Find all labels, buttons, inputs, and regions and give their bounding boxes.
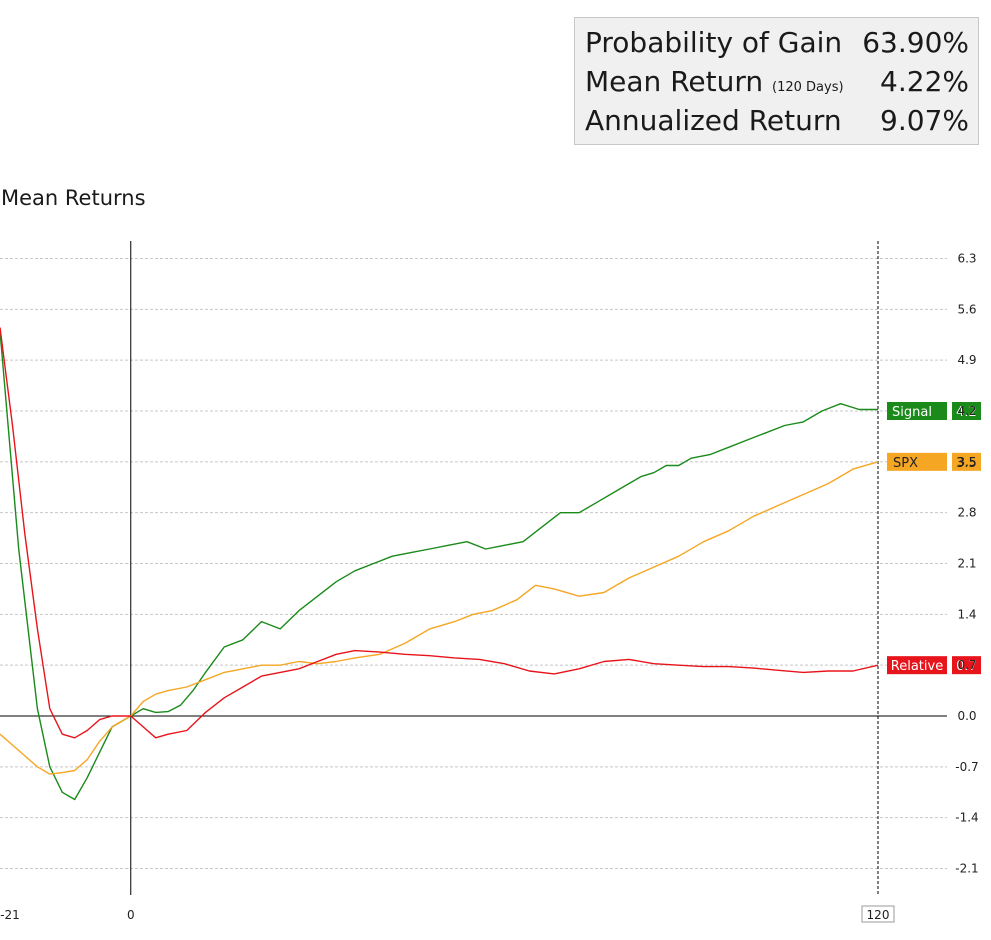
y-tick-label: 1.4 [957,607,976,621]
series-value-label: 0.7 [956,659,977,674]
y-tick-label: -2.1 [955,862,978,876]
series-value-label: 4.2 [956,405,977,420]
series-tag-relative [887,656,947,675]
y-tick-label: 3.5 [957,455,976,469]
x-tick-label: 120 [867,908,890,922]
series-layer [0,327,879,801]
series-tag-signal [887,402,947,420]
tag-layer: Signal 4.2 SPX 3.5 Relative 0.7 [887,402,981,675]
series-tag-spx [887,452,947,471]
stat-value: 63.90% [862,26,969,59]
chart-title: Mean Returns [1,186,146,210]
y-tick-label: 2.8 [957,506,976,520]
y-tick-label: 0.0 [957,709,976,723]
stat-value: 9.07% [880,104,969,137]
y-tick-label: 4.2 [957,404,976,418]
stat-label: Mean Return (120 Days) [585,62,844,108]
series-line-relative [0,327,879,739]
series-value-label: 3.5 [956,456,977,471]
stat-value: 4.22% [880,65,969,98]
x-tick-box [861,905,895,923]
stat-mean-return: Mean Return (120 Days) 4.22% [585,62,969,102]
stat-label-text: Probability of Gain [585,26,843,59]
stat-label: Probability of Gain [585,23,842,63]
axis-layer [0,241,947,895]
series-tag-name: SPX [893,456,918,471]
y-tick-label: 5.6 [957,302,976,316]
y-tick-label: 4.9 [957,353,976,367]
series-value-tag-spx [952,452,981,471]
series-line-signal [0,331,878,801]
y-tick-label: -0.7 [955,760,978,774]
series-value-tag-signal [952,402,981,420]
stat-probability-of-gain: Probability of Gain 63.90% [585,23,969,63]
tick-layer: 6.3 5.6 4.9 4.2 3.5 2.8 2.1 1.4 0.7 0.0 -0.7 -1.4 -2… [0,252,979,923]
x-tick-label: 0 [127,908,135,922]
stats-panel: Probability of Gain 63.90% Mean Return (… [574,17,979,145]
x-tick-label: -21 [0,908,20,922]
stat-label-text: Annualized Return [585,104,842,137]
grid-layer [0,258,947,869]
y-tick-label: 2.1 [957,557,976,571]
y-tick-label: 0.7 [957,658,976,672]
stat-annualized-return: Annualized Return 9.07% [585,101,969,141]
y-tick-label: -1.4 [955,811,978,825]
series-value-tag-relative [952,656,981,675]
y-tick-label: 6.3 [957,252,976,266]
stat-label-text: Mean Return [585,65,764,98]
series-line-spx [0,461,879,775]
stat-label-sub: (120 Days) [772,80,844,95]
series-tag-name: Relative [891,659,943,674]
stat-label: Annualized Return [585,101,842,141]
series-tag-name: Signal [892,405,932,420]
